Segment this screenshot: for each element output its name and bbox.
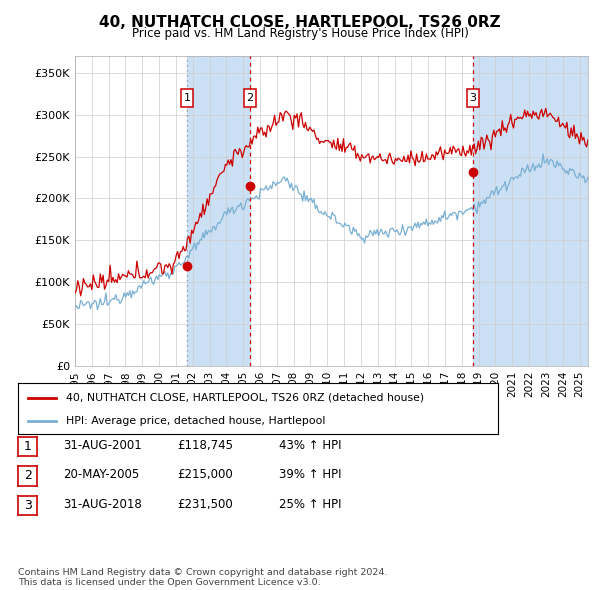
Text: 31-AUG-2018: 31-AUG-2018 bbox=[63, 498, 142, 511]
Text: 1: 1 bbox=[184, 93, 191, 103]
Text: 3: 3 bbox=[470, 93, 476, 103]
Text: 20-MAY-2005: 20-MAY-2005 bbox=[63, 468, 139, 481]
FancyBboxPatch shape bbox=[467, 88, 479, 107]
Text: £118,745: £118,745 bbox=[177, 439, 233, 452]
Bar bbox=[473, 56, 588, 366]
Text: 43% ↑ HPI: 43% ↑ HPI bbox=[279, 439, 341, 452]
Text: 40, NUTHATCH CLOSE, HARTLEPOOL, TS26 0RZ: 40, NUTHATCH CLOSE, HARTLEPOOL, TS26 0RZ bbox=[99, 15, 501, 30]
Text: £215,000: £215,000 bbox=[177, 468, 233, 481]
Text: 25% ↑ HPI: 25% ↑ HPI bbox=[279, 498, 341, 511]
Text: HPI: Average price, detached house, Hartlepool: HPI: Average price, detached house, Hart… bbox=[66, 416, 325, 426]
Text: 31-AUG-2001: 31-AUG-2001 bbox=[63, 439, 142, 452]
Text: £231,500: £231,500 bbox=[177, 498, 233, 511]
FancyBboxPatch shape bbox=[244, 88, 256, 107]
FancyBboxPatch shape bbox=[181, 88, 193, 107]
Text: 39% ↑ HPI: 39% ↑ HPI bbox=[279, 468, 341, 481]
Text: 40, NUTHATCH CLOSE, HARTLEPOOL, TS26 0RZ (detached house): 40, NUTHATCH CLOSE, HARTLEPOOL, TS26 0RZ… bbox=[66, 392, 424, 402]
Text: Price paid vs. HM Land Registry's House Price Index (HPI): Price paid vs. HM Land Registry's House … bbox=[131, 27, 469, 40]
Text: 2: 2 bbox=[246, 93, 253, 103]
Bar bbox=[187, 56, 250, 366]
Text: Contains HM Land Registry data © Crown copyright and database right 2024.
This d: Contains HM Land Registry data © Crown c… bbox=[18, 568, 388, 587]
Text: 3: 3 bbox=[23, 499, 32, 512]
Text: 1: 1 bbox=[23, 440, 32, 453]
Text: 2: 2 bbox=[23, 469, 32, 483]
